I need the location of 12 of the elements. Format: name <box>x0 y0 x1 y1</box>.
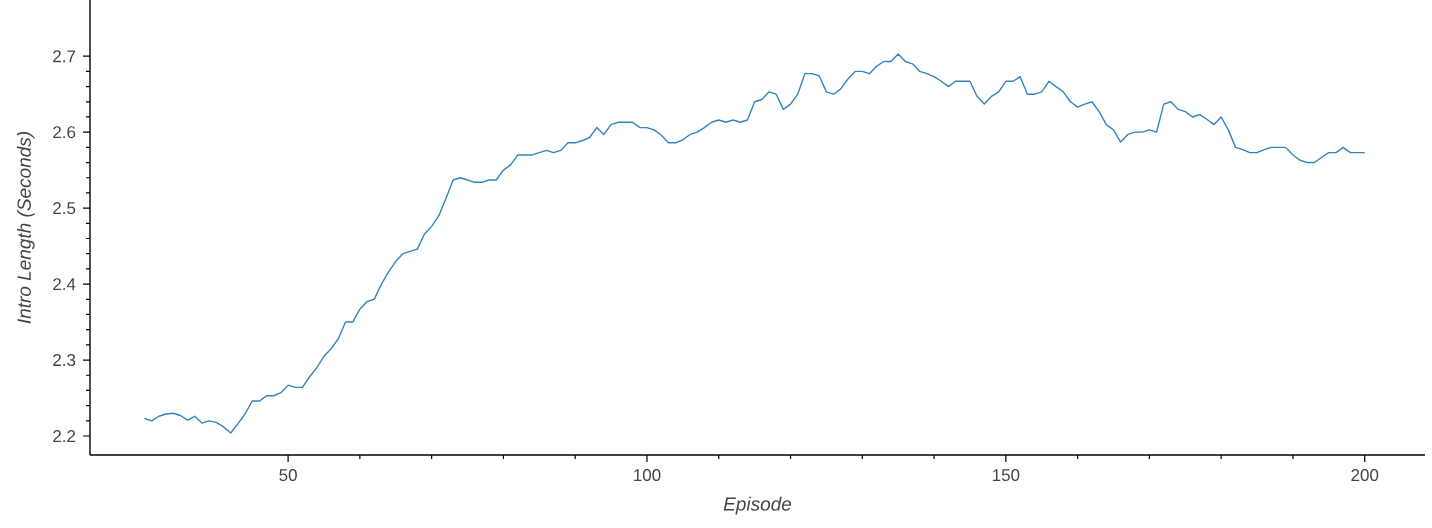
y-tick-label: 2.2 <box>53 430 76 442</box>
x-tick-label: 200 <box>1351 469 1379 482</box>
x-tick-label: 100 <box>634 469 661 482</box>
y-tick-label: 2.4 <box>53 278 76 291</box>
x-tick-label: 150 <box>992 469 1020 482</box>
x-tick-label: 50 <box>279 469 297 482</box>
y-tick-label: 2.3 <box>53 354 76 367</box>
y-tick-label: 2.6 <box>53 126 76 139</box>
y-tick-label: 2.7 <box>53 50 76 63</box>
y-axis-title: Intro Length (Seconds) <box>16 132 35 324</box>
x-axis-title: Episode <box>723 496 792 515</box>
y-tick-label: 2.5 <box>53 202 76 215</box>
